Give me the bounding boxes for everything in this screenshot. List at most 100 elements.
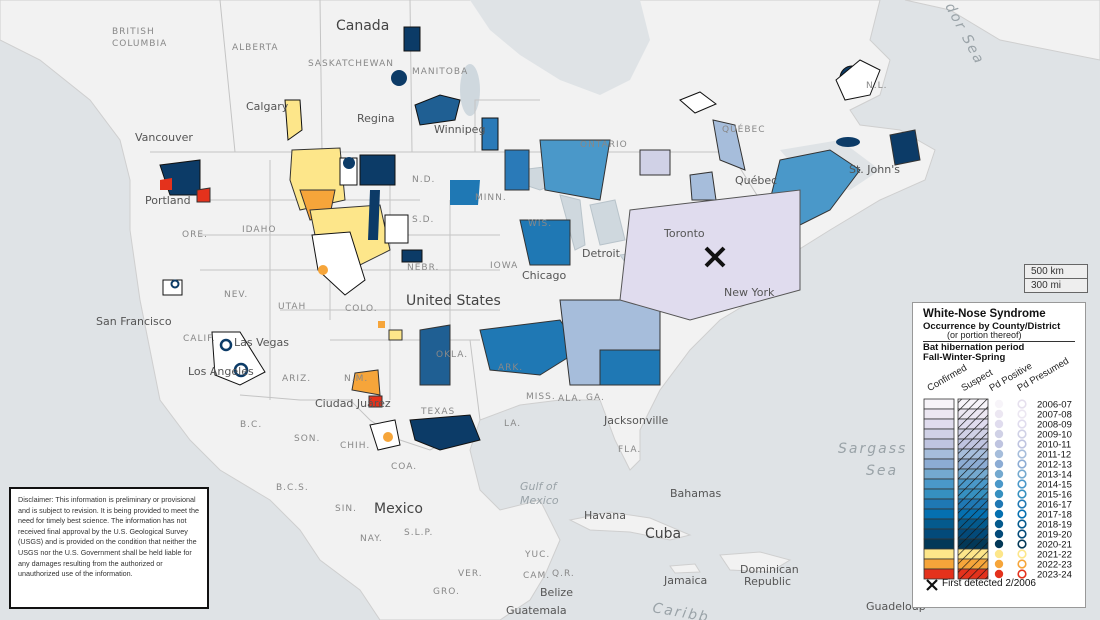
legend-season-label: 2013-14: [1037, 470, 1072, 481]
legend-suspect-hatch: [958, 549, 988, 559]
label-sargasso-2: Sea: [866, 463, 898, 479]
legend-period-line1: Bat hibernation period: [923, 342, 1025, 353]
label-cuba: Cuba: [645, 526, 681, 542]
label-los-angeles: Los Angeles: [188, 365, 254, 378]
legend-pd-positive-dot: [994, 439, 1004, 449]
legend-suspect-hatch: [958, 429, 988, 439]
label-nebr: NEBR.: [407, 263, 439, 273]
legend-pd-positive-dot: [994, 419, 1004, 429]
legend-pd-positive-dot: [994, 449, 1004, 459]
label-calgary: Calgary: [246, 100, 289, 113]
legend-confirmed-swatch: [923, 478, 955, 490]
legend-confirmed-swatch: [923, 418, 955, 430]
legend-confirmed-swatch: [923, 458, 955, 470]
legend-pd-positive-dot: [994, 509, 1004, 519]
legend-pd-presumed-ring: [1017, 549, 1027, 559]
legend-suspect-hatch: [958, 499, 988, 509]
label-vancouver: Vancouver: [135, 131, 193, 144]
legend-confirmed-swatch: [923, 438, 955, 450]
label-gulf-1: Gulf of: [520, 480, 559, 493]
legend-season-label: 2022-23: [1037, 560, 1072, 571]
legend-suspect-hatch: [958, 539, 988, 549]
hispaniola-land: [719, 551, 792, 573]
legend-rule: [923, 341, 1075, 342]
legend-pd-presumed-ring: [1017, 469, 1027, 479]
label-sargasso-1: Sargass: [838, 441, 907, 457]
legend-first-detected-icon: [926, 579, 938, 591]
legend-suspect-hatch: [958, 439, 988, 449]
label-chih: CHIH.: [340, 441, 370, 451]
legend-season-label: 2016-17: [1037, 500, 1072, 511]
legend-pd-positive-dot: [994, 499, 1004, 509]
legend-season-label: 2017-18: [1037, 510, 1072, 521]
legend-pd-positive-dot: [994, 539, 1004, 549]
label-iowa: IOWA: [490, 261, 518, 271]
label-ontario: ONTARIO: [580, 140, 628, 150]
legend-pd-presumed-ring: [1017, 519, 1027, 529]
legend-subtitle: Occurrence by County/District: [923, 321, 1061, 332]
legend-season-label: 2012-13: [1037, 460, 1072, 471]
legend-suspect-hatch: [958, 469, 988, 479]
label-yuc: YUC.: [524, 550, 550, 560]
legend-pd-positive-dot: [994, 429, 1004, 439]
jamaica-land: [669, 563, 701, 574]
legend-season-label: 2015-16: [1037, 490, 1072, 501]
label-gro: GRO.: [433, 587, 460, 597]
legend-pd-positive-dot: [994, 459, 1004, 469]
legend-season-label: 2020-21: [1037, 540, 1072, 551]
label-british-columbia-1: BRITISH: [112, 27, 155, 37]
legend-pd-presumed-ring: [1017, 569, 1027, 579]
label-qroo: Q.R.: [552, 569, 575, 579]
legend-pd-presumed-ring: [1017, 439, 1027, 449]
legend-pd-presumed-ring: [1017, 479, 1027, 489]
hudson-bay: [470, 0, 650, 95]
label-gulf-2: Mexico: [520, 494, 559, 507]
label-bcs: B.C.S.: [276, 483, 309, 493]
label-la: LA.: [504, 419, 521, 429]
label-calif: CALIF.: [183, 334, 216, 344]
legend-pd-presumed-ring: [1017, 429, 1027, 439]
legend-first-detected-label: First detected 2/2006: [942, 578, 1036, 589]
legend-swatches: 2006-072007-082008-092009-102010-112011-…: [923, 398, 1072, 591]
label-wis: WIS.: [528, 219, 552, 229]
legend-season-label: 2018-19: [1037, 520, 1072, 531]
label-jacksonville: Jacksonville: [603, 414, 669, 427]
label-slp: S.L.P.: [404, 528, 433, 538]
label-sin: SIN.: [335, 504, 357, 514]
legend-season-label: 2021-22: [1037, 550, 1072, 561]
legend-pd-positive-dot: [994, 569, 1004, 579]
label-okla: OKLA.: [436, 350, 468, 360]
legend-pd-presumed-ring: [1017, 459, 1027, 469]
legend-confirmed-swatch: [923, 488, 955, 500]
label-toronto: Toronto: [663, 227, 705, 240]
legend-period: Bat hibernation period Fall-Winter-Sprin…: [923, 343, 1024, 363]
label-dominican: Dominican: [740, 563, 799, 576]
lake-mistassini: [836, 137, 860, 147]
legend-season-label: 2019-20: [1037, 530, 1072, 541]
label-portland: Portland: [145, 194, 191, 207]
legend-pd-presumed-ring: [1017, 539, 1027, 549]
legend-suspect-hatch: [958, 479, 988, 489]
label-nay: NAY.: [360, 534, 383, 544]
label-canada: Canada: [336, 18, 389, 34]
legend-suspect-hatch: [958, 509, 988, 519]
legend-confirmed-swatch: [923, 528, 955, 540]
legend-suspect-hatch: [958, 409, 988, 419]
legend-pd-presumed-ring: [1017, 449, 1027, 459]
greenland: [904, 0, 1100, 61]
label-belize: Belize: [540, 586, 573, 599]
legend-pd-positive-dot: [994, 519, 1004, 529]
label-chicago: Chicago: [522, 269, 566, 282]
label-nm: N.M.: [344, 374, 368, 384]
legend-confirmed-swatch: [923, 538, 955, 550]
label-regina: Regina: [357, 112, 395, 125]
label-st-johns: St. John's: [849, 163, 900, 176]
label-minn: MINN.: [475, 193, 507, 203]
disclaimer-box: Disclaimer: This information is prelimin…: [9, 487, 209, 609]
legend-period-line2: Fall-Winter-Spring: [923, 352, 1006, 363]
label-fla: FLA.: [618, 445, 641, 455]
label-winnipeg: Winnipeg: [434, 123, 485, 136]
legend-season-label: 2008-09: [1037, 420, 1072, 431]
